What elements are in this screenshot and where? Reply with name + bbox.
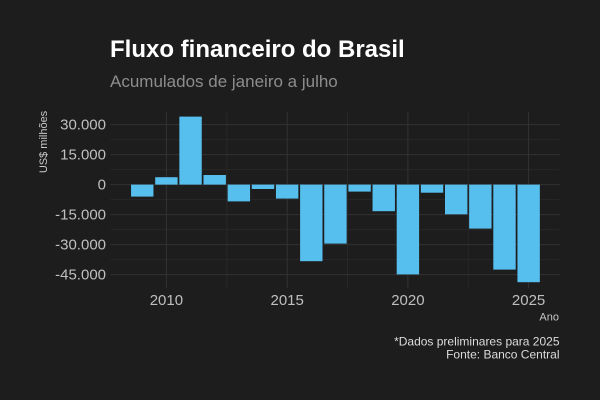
svg-text:0: 0	[98, 177, 106, 194]
svg-text:2010: 2010	[150, 292, 183, 309]
svg-text:Acumulados de janeiro a julho: Acumulados de janeiro a julho	[110, 72, 338, 91]
svg-text:Fluxo financeiro do Brasil: Fluxo financeiro do Brasil	[110, 36, 405, 63]
svg-text:*Dados preliminares para 2025: *Dados preliminares para 2025	[394, 334, 560, 348]
svg-text:-45.000: -45.000	[55, 267, 106, 284]
svg-text:-15.000: -15.000	[55, 207, 106, 224]
svg-text:2020: 2020	[391, 292, 424, 309]
svg-text:US$ milhões: US$ milhões	[38, 110, 50, 173]
svg-text:2015: 2015	[271, 292, 304, 309]
svg-text:Ano: Ano	[539, 312, 559, 324]
svg-text:30.000: 30.000	[60, 117, 106, 134]
svg-text:-30.000: -30.000	[55, 237, 106, 254]
svg-text:15.000: 15.000	[60, 147, 106, 164]
svg-text:Fonte: Banco Central: Fonte: Banco Central	[446, 347, 559, 361]
svg-text:2025: 2025	[512, 292, 545, 309]
